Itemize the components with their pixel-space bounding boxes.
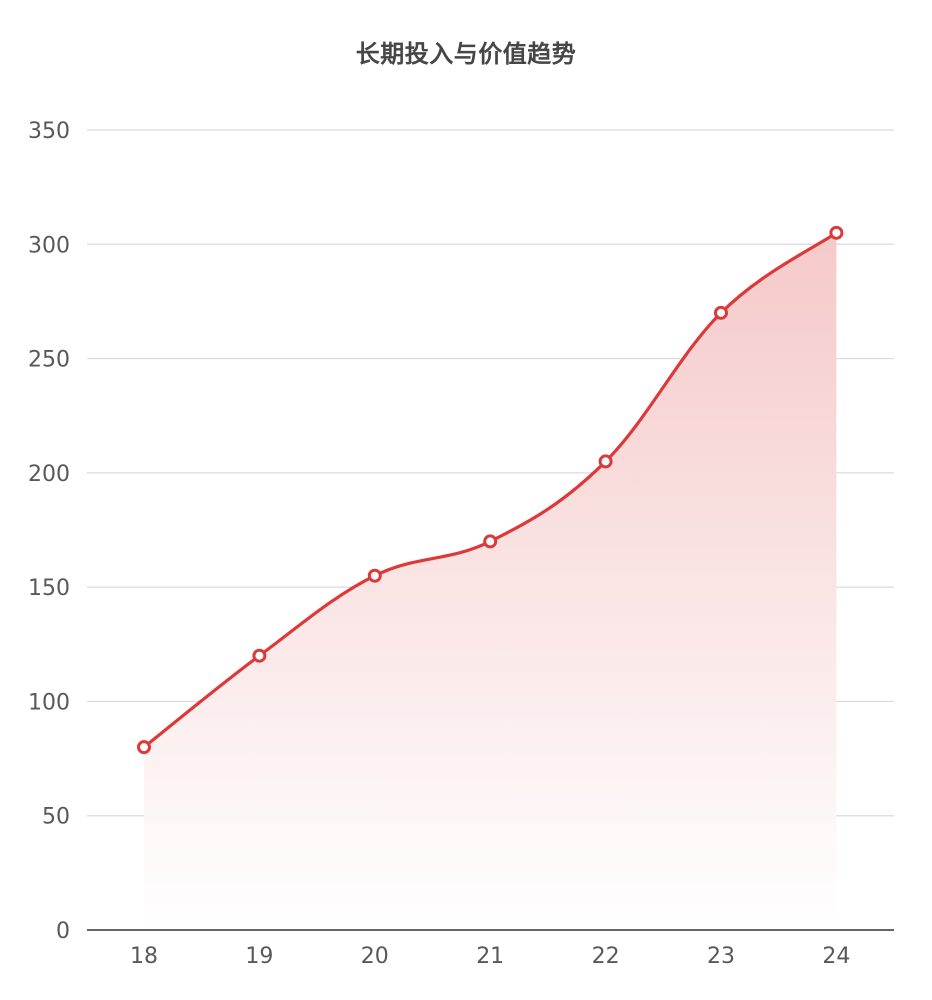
y-tick-label: 350 [28, 119, 70, 144]
area-fill [144, 232, 837, 930]
data-point-19[interactable] [252, 648, 267, 663]
y-tick-label: 250 [28, 348, 70, 373]
y-tick-label: 100 [28, 690, 70, 715]
x-tick-label: 18 [130, 944, 158, 969]
y-tick-label: 150 [28, 576, 70, 601]
x-tick-label: 21 [476, 944, 504, 969]
x-tick-label: 24 [822, 944, 850, 969]
data-point-23[interactable] [714, 305, 728, 320]
x-axis-tick-labels: 18 19 20 21 22 23 24 [130, 944, 850, 969]
data-point-18[interactable] [137, 740, 151, 755]
data-point-20[interactable] [367, 568, 382, 583]
y-tick-label: 0 [56, 919, 70, 944]
y-axis-tick-labels: 0 50 100 150 200 250 300 350 [28, 119, 70, 944]
data-point-24[interactable] [829, 225, 844, 240]
data-point-22[interactable] [598, 454, 613, 469]
y-tick-label: 300 [28, 233, 70, 258]
data-point-21[interactable] [483, 534, 498, 549]
series-area [144, 232, 837, 930]
data-points [137, 225, 844, 755]
x-tick-label: 20 [361, 944, 389, 969]
y-tick-label: 50 [42, 805, 70, 830]
y-tick-label: 200 [28, 462, 70, 487]
x-tick-label: 19 [245, 944, 273, 969]
chart-title: 长期投入与价值趋势 [355, 40, 577, 68]
x-tick-label: 22 [592, 944, 620, 969]
x-tick-label: 23 [707, 944, 735, 969]
